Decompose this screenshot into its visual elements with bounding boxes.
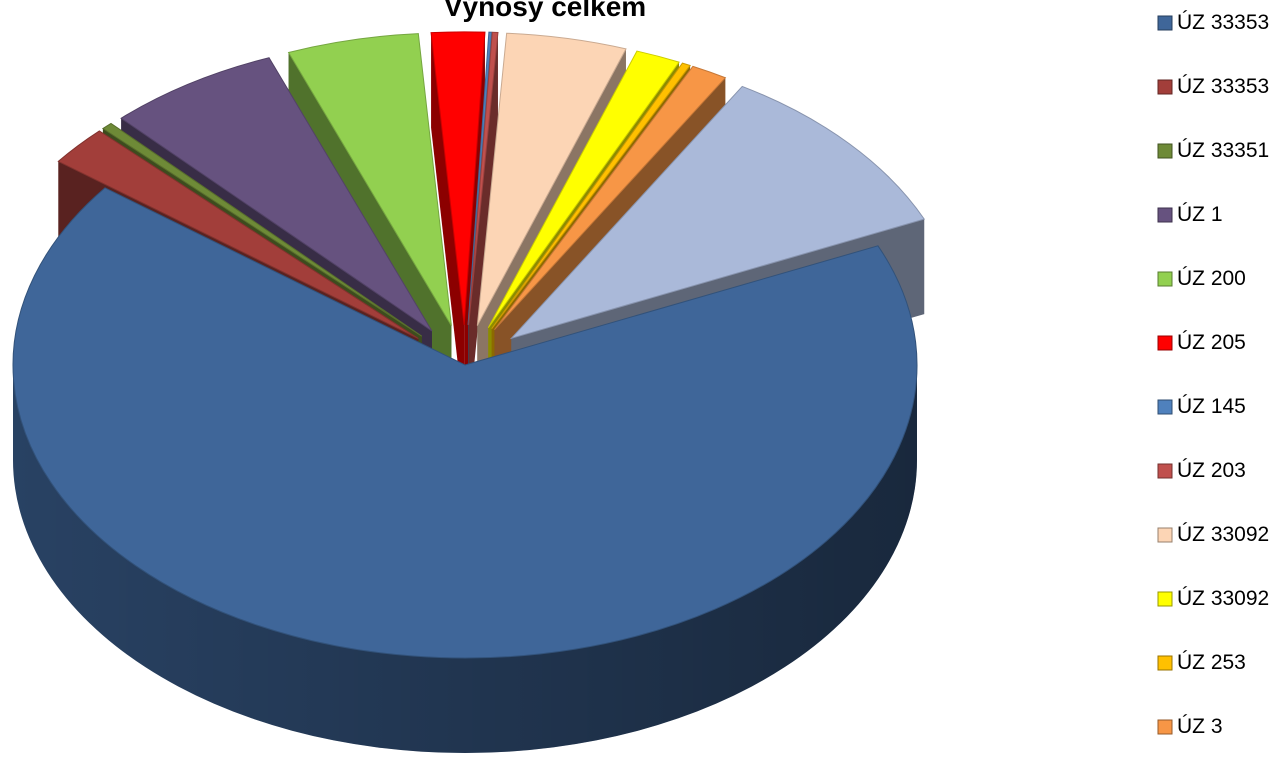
legend-label: ÚZ 33092 [1177,523,1269,546]
legend-item: ÚZ 145 [1157,395,1246,418]
legend-item: ÚZ 200 [1157,267,1246,290]
legend-item: ÚZ 33092 [1157,587,1269,610]
legend-label: ÚZ 33353 [1177,11,1269,34]
pie-slice [468,31,499,325]
pie-slice [476,32,627,326]
legend-item: ÚZ 1 [1157,203,1223,226]
legend-swatch [1157,719,1173,735]
legend-swatch [1157,399,1173,415]
legend-item: ÚZ 205 [1157,331,1246,354]
pie-slice [491,62,691,330]
pie-slice [287,33,452,327]
pie-slice [494,65,727,330]
legend-swatch [1157,143,1173,159]
pie-slice-outer-wall-shade [13,365,917,753]
legend-swatch [1157,527,1173,543]
legend-swatch [1157,463,1173,479]
pie-slice-wall [468,32,498,420]
legend-item: ÚZ 33092 [1157,523,1269,546]
legend-swatch [1157,655,1173,671]
legend-label: ÚZ 3 [1177,715,1223,738]
pie-slice [509,85,926,340]
legend-label: ÚZ 1 [1177,203,1223,226]
legend-swatch [1157,591,1173,607]
pie-slice [12,187,918,659]
pie-slice [120,57,433,332]
pie-slice [467,31,493,325]
pie-slices [12,31,926,753]
legend-item: ÚZ 253 [1157,651,1246,674]
legend-item: ÚZ 3 [1157,715,1223,738]
chart-title: Výnosy celkem [444,0,646,22]
legend-swatch [1157,79,1173,95]
legend-label: ÚZ 200 [1177,267,1246,290]
legend-label: ÚZ 33353 [1177,75,1269,98]
legend-label: ÚZ 253 [1177,651,1246,674]
legend-label: ÚZ 205 [1177,331,1246,354]
pie-slice-wall [431,32,465,420]
pie-slice [487,50,680,329]
pie-slice [101,122,423,337]
legend-label: ÚZ 145 [1177,395,1246,418]
legend-label: ÚZ 33351 [1177,139,1269,162]
legend-swatch [1157,271,1173,287]
legend-label: ÚZ 33092 [1177,587,1269,610]
legend: ÚZ 33353 ÚZ 33353 ÚZ 33351 ÚZ 1 ÚZ 200 ÚZ 205… [1157,11,1269,738]
pie-slice [57,130,419,339]
legend-item: ÚZ 33353 [1157,75,1269,98]
legend-label: ÚZ 203 [1177,459,1246,482]
pie-slice [430,31,486,325]
legend-item: ÚZ 33351 [1157,139,1269,162]
legend-swatch [1157,335,1173,351]
legend-swatch [1157,207,1173,223]
legend-item: ÚZ 33353 [1157,11,1269,34]
legend-item: ÚZ 203 [1157,459,1246,482]
legend-swatch [1157,15,1173,31]
